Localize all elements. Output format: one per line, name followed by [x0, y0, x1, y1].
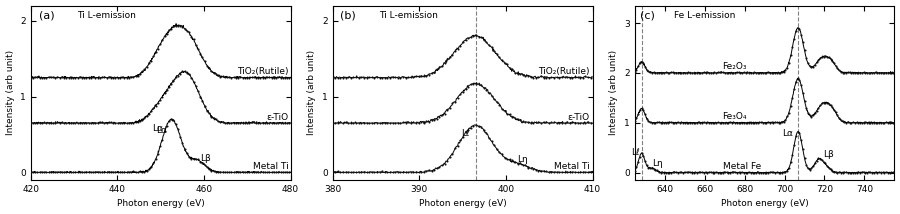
Text: Ti L-emission: Ti L-emission	[380, 11, 438, 20]
Text: Fe₂O₃: Fe₂O₃	[723, 62, 747, 71]
Text: Lα: Lα	[782, 129, 794, 138]
Text: Metal Ti: Metal Ti	[253, 162, 288, 171]
Text: Lη: Lη	[518, 155, 528, 164]
Text: Ti L-emission: Ti L-emission	[77, 11, 137, 20]
Text: Lη: Lη	[652, 159, 663, 168]
Text: ε-TiO: ε-TiO	[568, 113, 590, 122]
X-axis label: Photon energy (eV): Photon energy (eV)	[117, 199, 204, 208]
X-axis label: Photon energy (eV): Photon energy (eV)	[721, 199, 808, 208]
Text: Lα: Lα	[152, 125, 163, 134]
Text: TiO₂(Rutile): TiO₂(Rutile)	[538, 67, 590, 76]
Text: Fe₃O₄: Fe₃O₄	[723, 112, 747, 121]
Text: (a): (a)	[39, 11, 54, 21]
X-axis label: Photon energy (eV): Photon energy (eV)	[418, 199, 507, 208]
Text: Lα: Lα	[157, 126, 167, 135]
Text: TiO₂(Rutile): TiO₂(Rutile)	[237, 67, 288, 76]
Text: Lβ: Lβ	[201, 154, 212, 163]
Y-axis label: Intensity (arb unit): Intensity (arb unit)	[5, 50, 14, 135]
Y-axis label: Intensity (arb unit): Intensity (arb unit)	[308, 50, 317, 135]
Text: Metal Fe: Metal Fe	[723, 162, 760, 171]
Text: Fe L-emission: Fe L-emission	[673, 11, 735, 20]
Text: Lℓ: Lℓ	[461, 129, 470, 138]
Text: Lβ: Lβ	[824, 150, 834, 159]
Text: Lℓ: Lℓ	[631, 148, 640, 157]
Text: (b): (b)	[340, 11, 356, 21]
Text: ε-TiO: ε-TiO	[266, 113, 288, 122]
Text: (c): (c)	[640, 11, 654, 21]
Text: Metal Ti: Metal Ti	[554, 162, 590, 171]
Y-axis label: Intensity (arb unit): Intensity (arb unit)	[609, 50, 618, 135]
